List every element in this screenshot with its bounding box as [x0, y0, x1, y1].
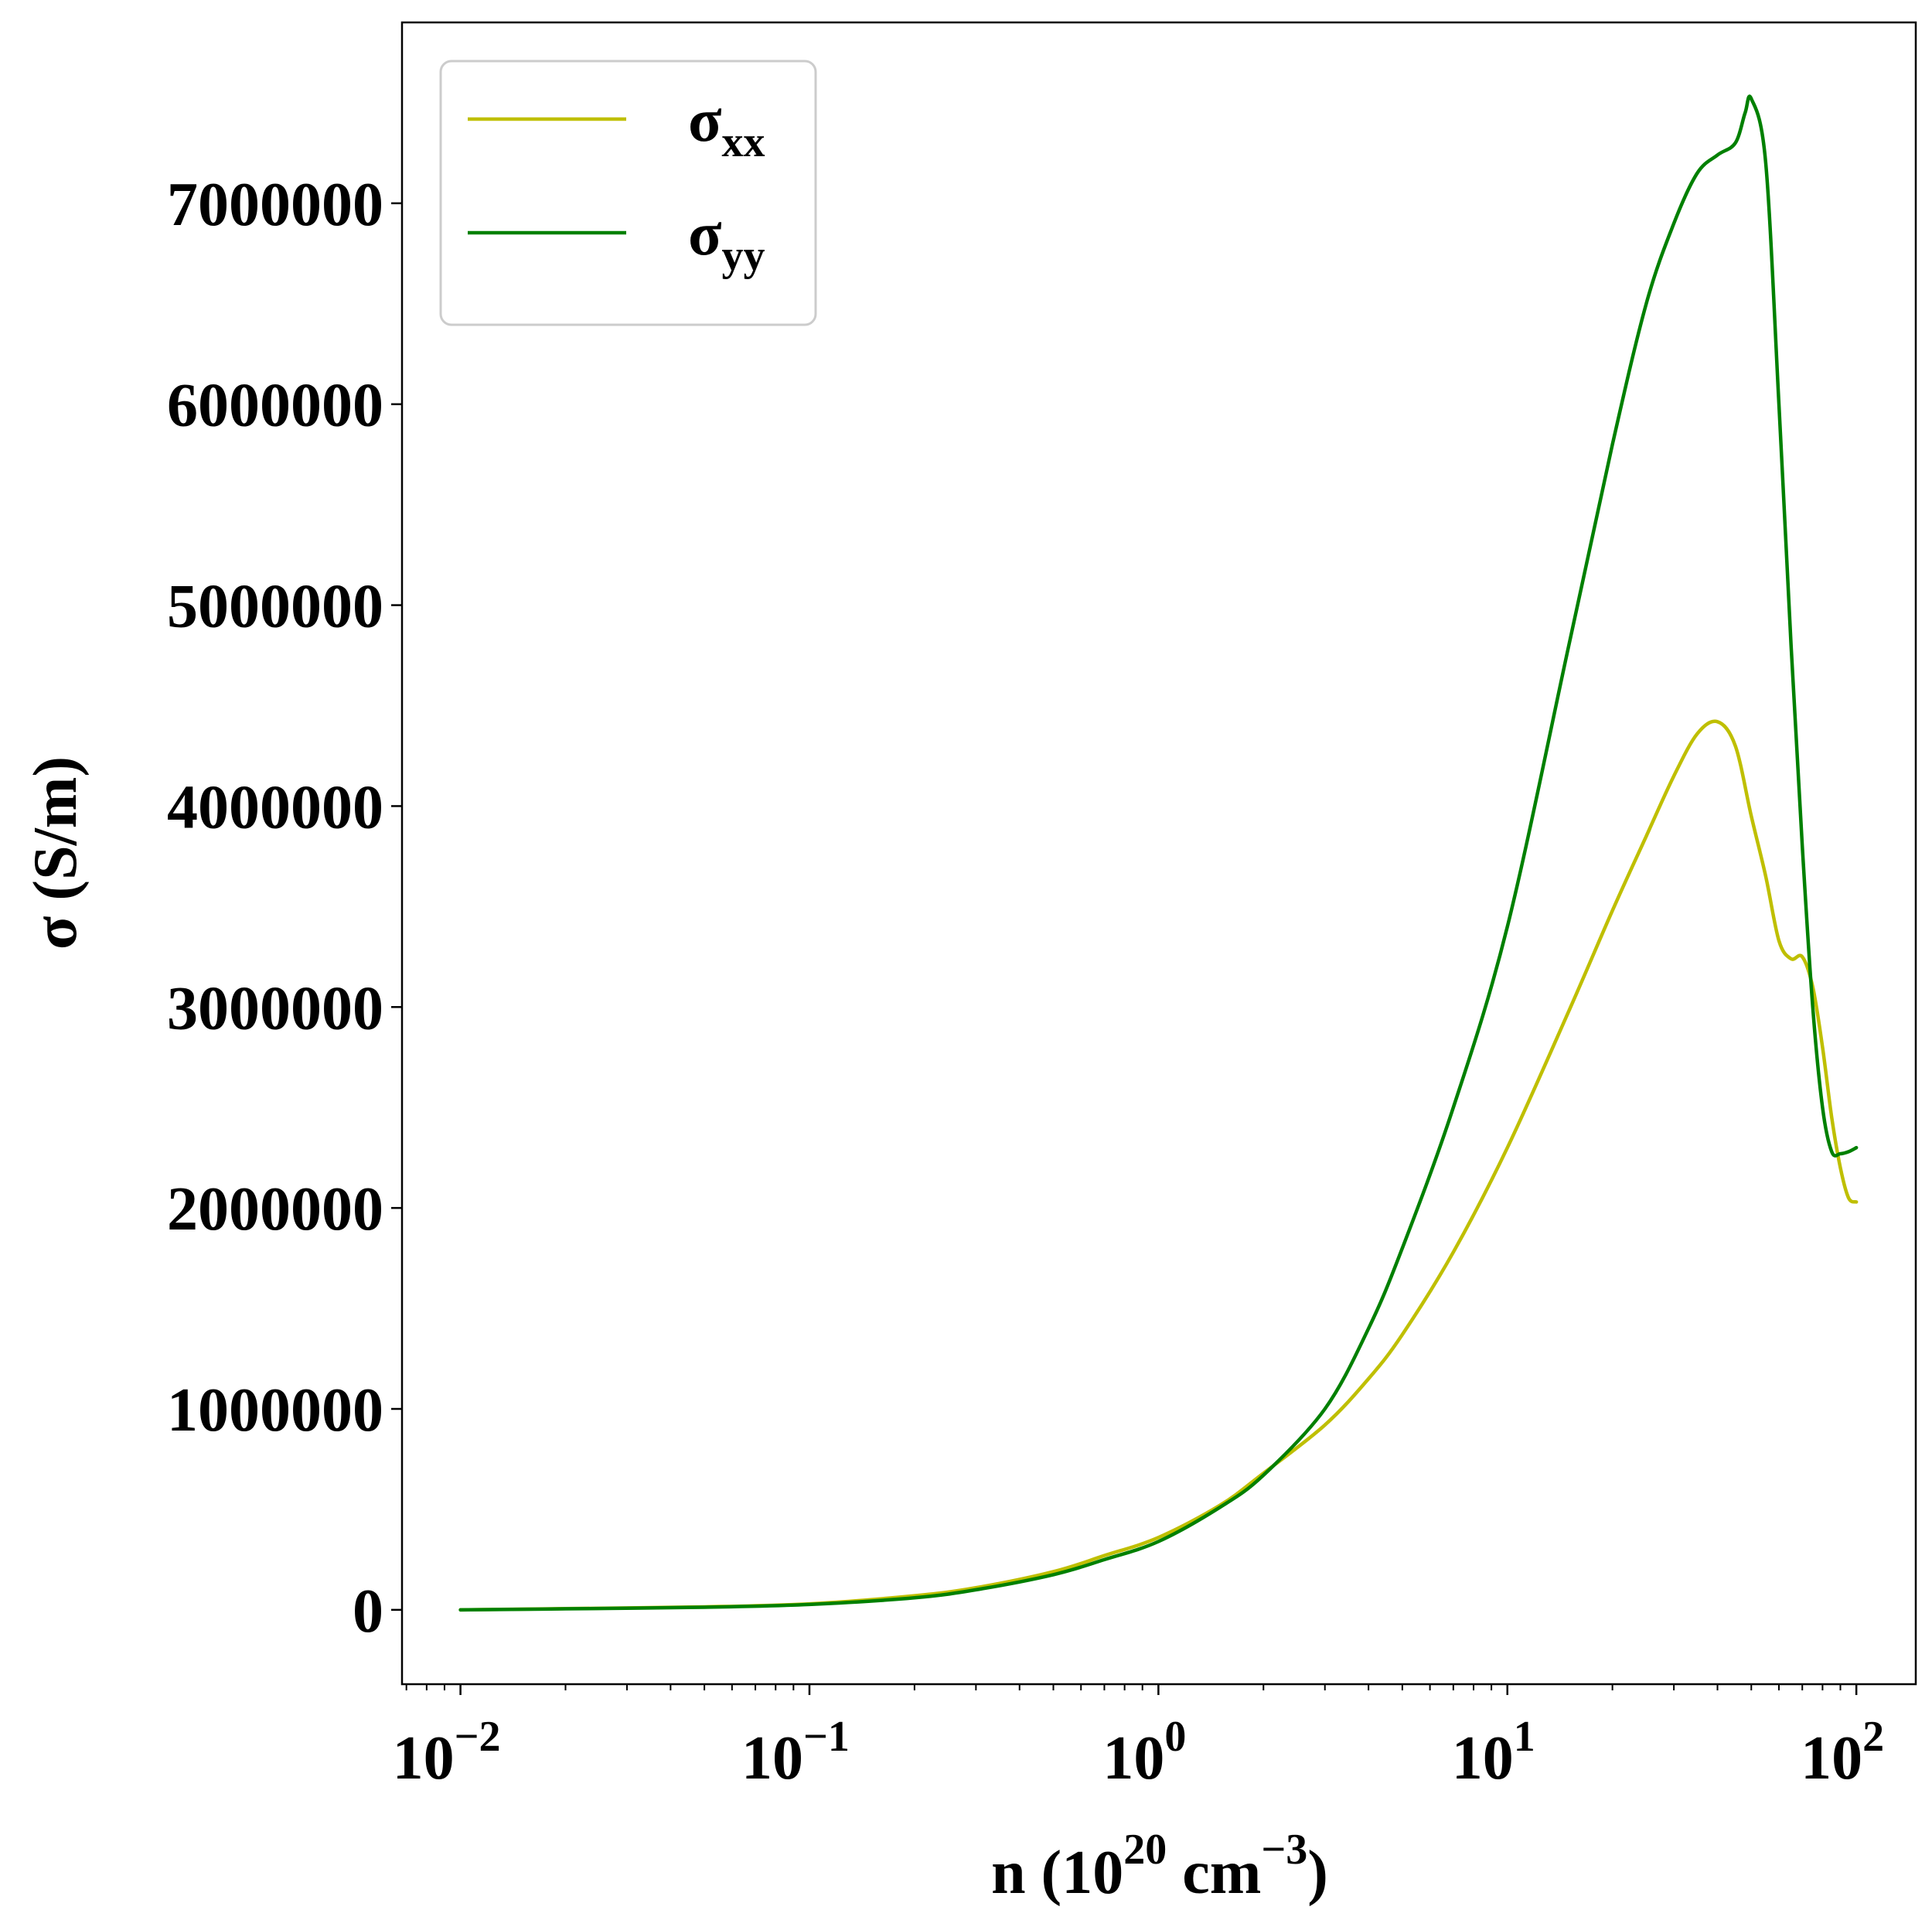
y-tick-label: 0 — [353, 1577, 383, 1646]
series-line-xx — [458, 719, 1859, 1612]
y-tick-label: 3000000 — [167, 974, 383, 1042]
x-tick-label-base: 10 — [1102, 1724, 1164, 1792]
legend-label-sigma-xx: σxx — [688, 87, 765, 166]
legend-label-sigma-yy-sub: yy — [722, 232, 765, 280]
x-axis-label-pre: n (10 — [991, 1839, 1123, 1907]
x-tick-label: 102 — [1801, 1713, 1884, 1792]
x-axis-label-exp2: −3 — [1261, 1826, 1307, 1874]
x-tick-label-exponent: −2 — [455, 1713, 501, 1761]
legend: σxx σyy — [439, 60, 817, 326]
legend-label-sigma-xx-sub: xx — [722, 118, 765, 166]
x-tick-label: 100 — [1102, 1713, 1186, 1792]
x-tick-label-base: 10 — [393, 1724, 455, 1792]
y-tick-label: 6000000 — [167, 372, 383, 440]
y-tick-label: 1000000 — [167, 1376, 383, 1444]
x-tick-label-base: 10 — [1801, 1724, 1862, 1792]
x-axis-label-mid: cm — [1167, 1839, 1261, 1907]
y-tick-label: 4000000 — [167, 773, 383, 841]
series-layer — [458, 94, 1859, 1612]
y-axis: 0 1000000 2000000 3000000 4000000 5000000 6000… — [167, 171, 402, 1646]
x-tick-label-exponent: 2 — [1862, 1713, 1884, 1761]
series-line-yy — [458, 94, 1859, 1612]
legend-box — [439, 60, 817, 326]
x-axis-label-post: ) — [1307, 1839, 1328, 1907]
x-tick-label: 101 — [1452, 1713, 1535, 1792]
legend-label-sigma-xx-base: σ — [688, 87, 722, 155]
legend-label-sigma-yy-base: σ — [688, 200, 722, 268]
y-tick-label: 5000000 — [167, 573, 383, 641]
x-tick-label-exponent: 1 — [1514, 1713, 1535, 1761]
x-axis-label: n (1020 cm−3) — [991, 1826, 1328, 1907]
y-tick-label: 7000000 — [167, 171, 383, 239]
x-axis-label-exp1: 20 — [1123, 1826, 1167, 1874]
legend-label-sigma-yy: σyy — [688, 200, 765, 280]
x-tick-label: 10−2 — [393, 1713, 501, 1792]
x-tick-label-exponent: 0 — [1164, 1713, 1186, 1761]
x-tick-label-base: 10 — [1452, 1724, 1514, 1792]
x-tick-label: 10−1 — [741, 1713, 850, 1792]
x-tick-label-exponent: −1 — [803, 1713, 850, 1761]
x-tick-label-base: 10 — [741, 1724, 803, 1792]
x-axis: 10−2 10−1 100 101 102 — [393, 1684, 1884, 1792]
y-axis-label: σ (S/m) — [22, 756, 90, 950]
y-tick-label: 2000000 — [167, 1175, 383, 1243]
